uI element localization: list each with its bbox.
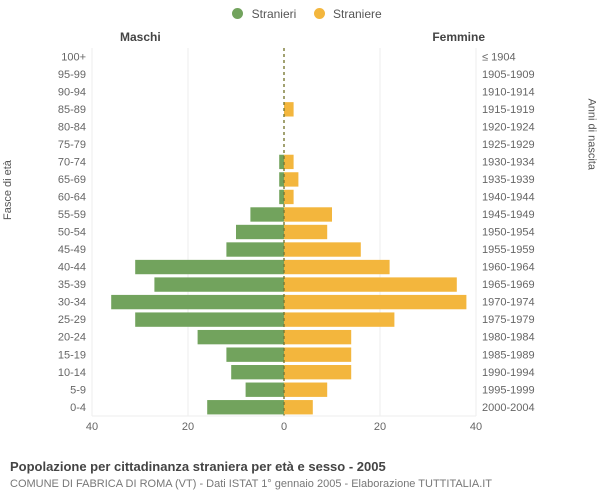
birth-year-label: 1930-1934 xyxy=(482,156,535,168)
birth-year-label: 1980-1984 xyxy=(482,332,535,344)
age-label: 95-99 xyxy=(58,69,86,81)
x-tick: 40 xyxy=(86,421,98,433)
subheader-male: Maschi xyxy=(120,30,161,44)
age-label: 0-4 xyxy=(70,402,86,414)
age-label: 40-44 xyxy=(58,262,86,274)
birth-year-label: 1910-1914 xyxy=(482,86,535,98)
birth-year-label: 1925-1929 xyxy=(482,139,535,151)
bar-female xyxy=(284,312,394,326)
age-label: 90-94 xyxy=(58,86,86,98)
age-label: 85-89 xyxy=(58,104,86,116)
age-label: 15-19 xyxy=(58,349,86,361)
birth-year-label: 1920-1924 xyxy=(482,121,535,133)
birth-year-label: 1950-1954 xyxy=(482,227,535,239)
birth-year-label: 1955-1959 xyxy=(482,244,535,256)
bar-male xyxy=(207,400,284,414)
bar-female xyxy=(284,365,351,379)
bar-female xyxy=(284,347,351,361)
bar-female xyxy=(284,225,327,239)
age-label: 55-59 xyxy=(58,209,86,221)
legend-male-label: Stranieri xyxy=(252,7,297,21)
bar-male xyxy=(246,383,284,397)
bar-male xyxy=(231,365,284,379)
age-label: 10-14 xyxy=(58,367,86,379)
birth-year-label: 1945-1949 xyxy=(482,209,535,221)
birth-year-label: 1995-1999 xyxy=(482,384,535,396)
y-axis-right-title: Anni di nascita xyxy=(586,98,598,170)
bar-male xyxy=(279,172,284,186)
bar-male xyxy=(279,155,284,169)
birth-year-label: 1960-1964 xyxy=(482,262,535,274)
x-tick: 40 xyxy=(470,421,482,433)
age-label: 80-84 xyxy=(58,121,86,133)
bar-female xyxy=(284,155,294,169)
x-tick: 20 xyxy=(182,421,194,433)
birth-year-label: 1940-1944 xyxy=(482,192,535,204)
age-label: 30-34 xyxy=(58,297,86,309)
birth-year-label: 1915-1919 xyxy=(482,104,535,116)
bar-female xyxy=(284,330,351,344)
bar-female xyxy=(284,277,457,291)
birth-year-label: ≤ 1904 xyxy=(482,51,516,63)
age-label: 65-69 xyxy=(58,174,86,186)
bar-male xyxy=(226,347,284,361)
subheader-female: Femmine xyxy=(432,30,485,44)
bar-male xyxy=(250,207,284,221)
bar-female xyxy=(284,242,361,256)
age-label: 75-79 xyxy=(58,139,86,151)
bar-male xyxy=(135,312,284,326)
age-label: 60-64 xyxy=(58,192,86,204)
bar-female xyxy=(284,190,294,204)
x-tick: 0 xyxy=(281,421,287,433)
birth-year-label: 1990-1994 xyxy=(482,367,535,379)
age-label: 45-49 xyxy=(58,244,86,256)
plot-area: 100+ ≤ 1904 95-99 1905-1909 90-94 1910-1914 85… xyxy=(56,46,536,440)
bar-female xyxy=(284,102,294,116)
legend-female-label: Straniere xyxy=(333,7,382,21)
birth-year-label: 1905-1909 xyxy=(482,69,535,81)
legend-female-swatch xyxy=(314,8,325,19)
birth-year-label: 1970-1974 xyxy=(482,297,535,309)
chart-title: Popolazione per cittadinanza straniera p… xyxy=(10,459,386,474)
pyramid-chart: Stranieri Straniere Maschi Femmine Fasce… xyxy=(0,0,600,500)
y-axis-left-title: Fasce di età xyxy=(2,160,14,220)
bar-male xyxy=(154,277,284,291)
birth-year-label: 1965-1969 xyxy=(482,279,535,291)
legend-male-swatch xyxy=(232,8,243,19)
bar-male xyxy=(236,225,284,239)
x-tick: 20 xyxy=(374,421,386,433)
age-label: 50-54 xyxy=(58,227,86,239)
legend: Stranieri Straniere xyxy=(0,6,600,21)
bar-male xyxy=(279,190,284,204)
bar-female xyxy=(284,172,298,186)
age-label: 5-9 xyxy=(70,384,86,396)
chart-subtitle: COMUNE DI FABRICA DI ROMA (VT) - Dati IS… xyxy=(10,478,492,490)
bar-male xyxy=(135,260,284,274)
age-label: 25-29 xyxy=(58,314,86,326)
birth-year-label: 2000-2004 xyxy=(482,402,535,414)
age-label: 70-74 xyxy=(58,156,86,168)
age-label: 35-39 xyxy=(58,279,86,291)
bar-male xyxy=(111,295,284,309)
bar-female xyxy=(284,383,327,397)
age-label: 20-24 xyxy=(58,332,86,344)
bar-male xyxy=(198,330,284,344)
age-label: 100+ xyxy=(61,51,86,63)
bar-female xyxy=(284,207,332,221)
bar-male xyxy=(226,242,284,256)
birth-year-label: 1975-1979 xyxy=(482,314,535,326)
birth-year-label: 1935-1939 xyxy=(482,174,535,186)
bar-female xyxy=(284,295,466,309)
bar-female xyxy=(284,400,313,414)
birth-year-label: 1985-1989 xyxy=(482,349,535,361)
bar-female xyxy=(284,260,390,274)
